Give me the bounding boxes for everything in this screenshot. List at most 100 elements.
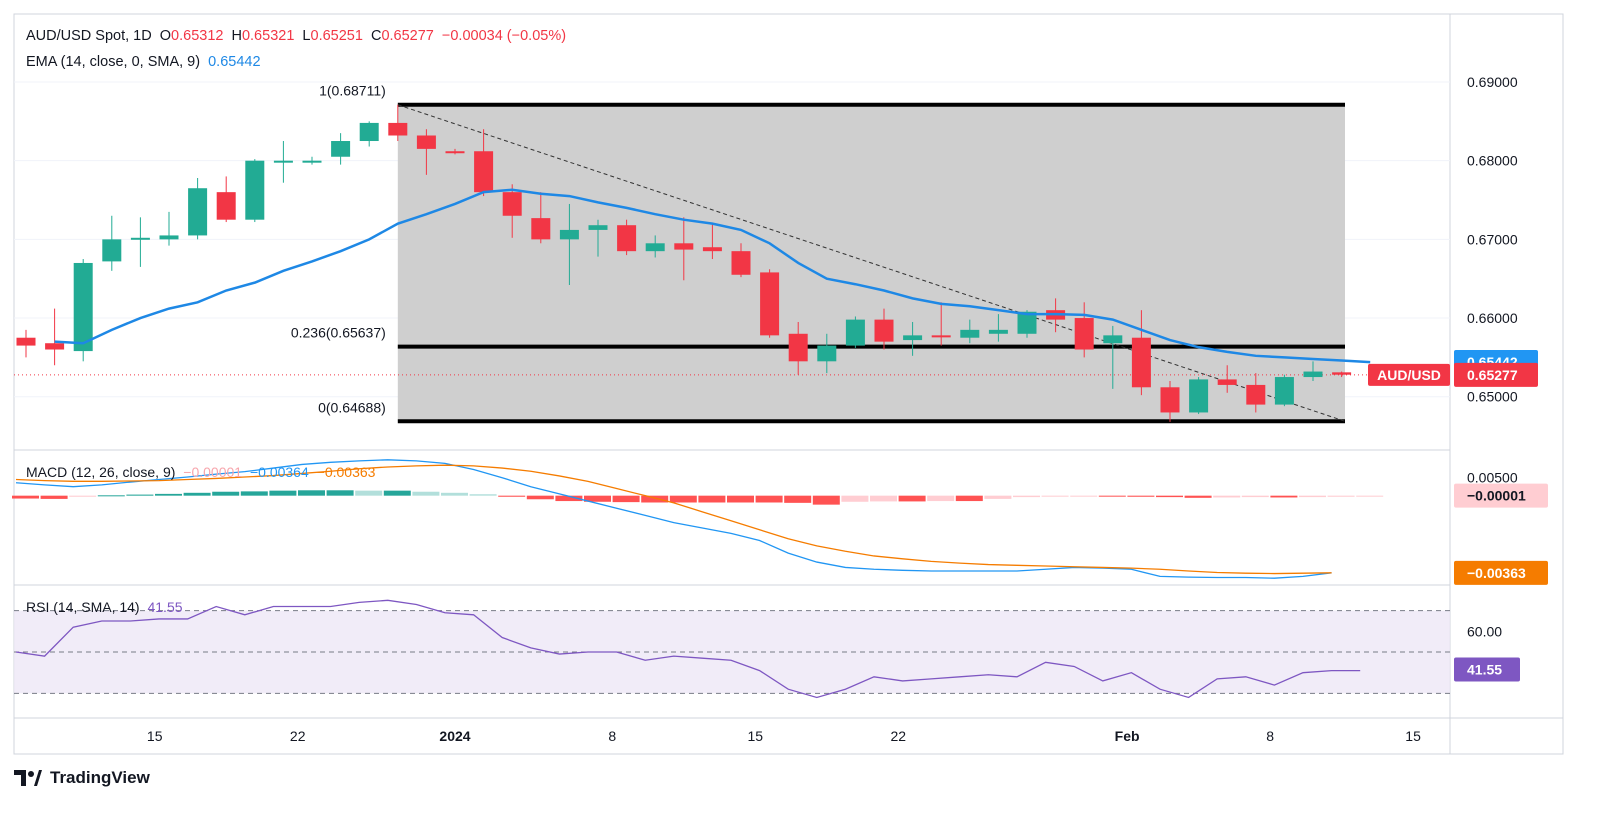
macd-signal-tag: −0.00363: [1467, 565, 1526, 581]
macd-hist-bar: [1184, 495, 1212, 498]
close-value: 0.65277: [381, 28, 434, 44]
fib-trend-line: [397, 104, 1346, 422]
macd-hist-bar: [1156, 495, 1183, 498]
price-tick-label: 0.67000: [1467, 231, 1518, 247]
high-label: H: [231, 28, 242, 44]
candle-body: [702, 247, 722, 252]
ema-value: 0.65442: [208, 54, 261, 70]
macd-signal-tag-box: [1454, 560, 1548, 585]
chart-frame: [13, 13, 1564, 755]
candle-body: [903, 335, 923, 341]
price-tick-label: 0.66000: [1467, 310, 1518, 326]
candle-body: [931, 335, 951, 338]
high-value: 0.65321: [241, 28, 295, 44]
rsi-tick-label: 60.00: [1467, 623, 1502, 639]
macd-hist-bar: [355, 490, 383, 496]
time-tick-label: 22: [891, 728, 907, 744]
macd-hist-bar: [526, 495, 554, 500]
candle-body: [273, 160, 293, 163]
macd-legend[interactable]: MACD (12, 26, close, 9) −0.00001 −0.0036…: [26, 464, 379, 480]
ema-label: EMA (14, close, 0, SMA, 9): [26, 54, 201, 70]
macd-hist-bar: [841, 495, 869, 502]
candle-body: [817, 345, 837, 362]
tradingview-logo-icon: [14, 770, 42, 786]
candle-body: [760, 272, 780, 336]
candle-body: [245, 160, 265, 220]
macd-hist-bar: [212, 491, 240, 496]
candle-body: [845, 319, 865, 346]
macd-hist-bar: [755, 495, 783, 503]
ohlc-legend: AUD/USD Spot, 1D O0.65312 H0.65321 L0.65…: [26, 28, 570, 44]
macd-line: [15, 459, 1332, 579]
tradingview-logo[interactable]: TradingView: [14, 768, 150, 788]
candle-body: [588, 225, 608, 230]
fib-level-label: 0(0.64688): [318, 399, 386, 415]
candle-body: [388, 122, 408, 136]
price-tick-label: 0.69000: [1467, 74, 1518, 90]
candle-body: [445, 151, 465, 154]
fib-level-label: 1(0.68711): [319, 83, 386, 99]
candle-body: [1074, 318, 1094, 350]
candle-body: [16, 337, 36, 346]
ema-legend[interactable]: EMA (14, close, 0, SMA, 9) 0.65442: [26, 54, 265, 70]
candle-body: [960, 329, 980, 338]
macd-hist-bar: [298, 490, 325, 496]
candle-body: [1160, 387, 1180, 413]
macd-hist-value: −0.00001: [183, 464, 243, 480]
fib-level-label: 0.236(0.65637): [291, 325, 386, 341]
candle-body: [359, 122, 379, 142]
candle-body: [130, 237, 150, 240]
candle-body: [159, 235, 179, 240]
time-tick-label: 15: [147, 728, 163, 744]
macd-hist-bar: [1241, 495, 1269, 498]
macd-hist-bar: [584, 495, 611, 502]
candle-body: [731, 251, 751, 275]
macd-hist-bar: [155, 493, 182, 496]
time-tick-label: 22: [290, 728, 306, 744]
macd-hist-bar: [1013, 495, 1040, 498]
candle-body: [331, 141, 351, 157]
macd-hist-bar: [412, 491, 440, 496]
candle-body: [988, 329, 1008, 334]
price-tag-box: [1454, 362, 1538, 387]
price-tag-symbol-box: [1368, 363, 1450, 386]
rsi-label: RSI (14, SMA, 14): [26, 599, 140, 615]
macd-hist-bar: [69, 495, 97, 497]
macd-hist-bar: [784, 495, 812, 503]
ema-line: [54, 188, 1371, 364]
macd-hist-bar: [1098, 495, 1126, 497]
candle-body: [73, 262, 93, 352]
macd-hist-bar: [269, 490, 297, 496]
candle-body: [1131, 337, 1151, 388]
open-label: O: [159, 28, 172, 44]
candle-body: [1332, 372, 1352, 375]
macd-hist-bar: [555, 495, 583, 502]
time-tick-label: 15: [1405, 728, 1421, 744]
candle-body: [788, 333, 808, 362]
time-tick-label: 8: [1266, 728, 1274, 744]
candle-body: [1217, 379, 1237, 385]
macd-hist-bar: [727, 495, 754, 503]
candle-body: [302, 160, 322, 163]
macd-hist-bar: [441, 492, 468, 496]
candle-body: [1103, 335, 1123, 344]
macd-hist-bar: [97, 495, 125, 497]
macd-hist-bar: [469, 494, 497, 496]
rsi-tag-box: [1454, 657, 1520, 682]
macd-hist-bar: [326, 490, 354, 496]
macd-hist-bar: [955, 495, 983, 502]
candle-body: [1274, 377, 1294, 405]
macd-hist-bar: [240, 491, 268, 496]
macd-hist-bar: [669, 495, 697, 503]
rsi-legend[interactable]: RSI (14, SMA, 14) 41.55: [26, 599, 187, 615]
macd-hist-bar: [383, 490, 411, 496]
macd-hist-bar: [641, 495, 669, 503]
macd-hist-bar: [898, 495, 926, 502]
macd-hist-bar: [1127, 495, 1155, 497]
price-tag-value: 0.65277: [1467, 367, 1518, 383]
time-tick-label: Feb: [1115, 728, 1140, 744]
macd-hist-bar: [1299, 495, 1326, 498]
candle-body: [1189, 379, 1209, 413]
macd-hist-bar: [698, 495, 726, 503]
